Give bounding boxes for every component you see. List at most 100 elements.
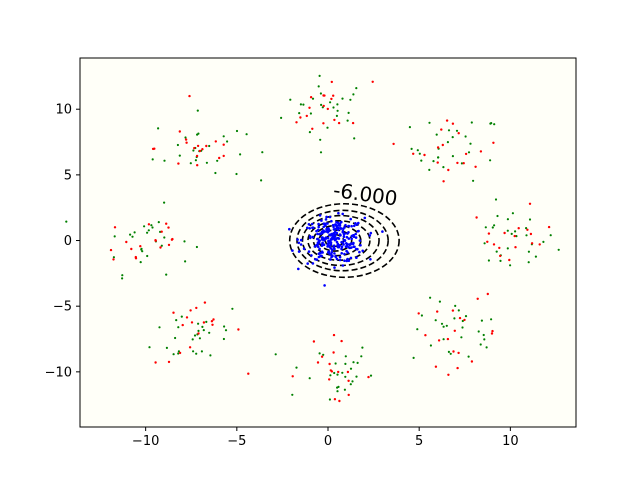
data-point [355, 87, 358, 90]
data-point [336, 103, 339, 106]
data-point [490, 332, 494, 335]
data-point [485, 346, 488, 349]
data-point [327, 229, 331, 232]
data-point [184, 136, 187, 139]
data-point [314, 258, 317, 261]
data-point [347, 237, 351, 240]
data-point [506, 229, 509, 232]
data-point [298, 112, 301, 115]
data-point [494, 198, 498, 201]
data-point [352, 93, 355, 96]
data-point [330, 219, 333, 223]
data-point [329, 101, 332, 104]
data-point [125, 240, 128, 244]
data-point [295, 121, 298, 124]
data-point [226, 140, 229, 143]
data-point [336, 109, 339, 112]
data-point [134, 257, 138, 260]
data-point [130, 247, 133, 251]
data-point [440, 128, 443, 131]
data-point [121, 274, 124, 277]
data-point [490, 122, 493, 125]
data-point [201, 325, 204, 328]
data-point [188, 94, 191, 98]
data-point [336, 228, 340, 232]
data-point [172, 311, 175, 314]
data-point [192, 149, 195, 152]
data-point [151, 147, 155, 151]
data-point [486, 240, 489, 243]
data-point [346, 232, 349, 235]
data-point [341, 97, 344, 100]
data-point [350, 224, 353, 228]
data-point [211, 323, 214, 326]
data-point [201, 148, 204, 151]
data-point [418, 152, 421, 155]
data-point [332, 235, 335, 239]
data-point [347, 259, 351, 263]
data-point [177, 350, 180, 353]
data-point [141, 250, 144, 253]
data-point [483, 338, 486, 341]
data-point [346, 119, 349, 122]
data-point [317, 252, 321, 256]
data-point [224, 329, 228, 332]
data-point [167, 360, 171, 364]
data-point [335, 240, 339, 244]
data-point [189, 162, 192, 165]
x-tick-label: 0 [324, 434, 332, 449]
data-point [321, 238, 324, 241]
data-point [527, 250, 531, 253]
data-point [434, 319, 437, 322]
data-point [467, 355, 470, 358]
data-point [121, 277, 124, 280]
data-point [511, 212, 514, 215]
data-point [319, 232, 322, 235]
data-point [197, 322, 200, 325]
data-point [190, 321, 194, 324]
data-point [349, 243, 352, 246]
data-point [437, 339, 441, 342]
data-point [178, 351, 182, 355]
data-point [434, 365, 438, 368]
data-point [325, 229, 329, 232]
data-point [319, 138, 322, 141]
data-point [157, 221, 160, 224]
data-point [139, 261, 142, 264]
data-point [340, 252, 344, 255]
data-point [446, 337, 450, 341]
data-point [133, 231, 136, 234]
data-point [352, 224, 356, 228]
data-point [371, 80, 374, 84]
data-point [417, 312, 420, 315]
data-point [143, 225, 146, 228]
data-point [154, 361, 157, 364]
data-point [197, 332, 200, 335]
data-point [542, 240, 545, 243]
data-point [165, 222, 168, 225]
data-point [339, 227, 343, 230]
data-point [176, 143, 179, 147]
data-point [508, 258, 511, 262]
data-point [289, 98, 292, 101]
data-point [369, 258, 372, 261]
data-point [308, 227, 312, 230]
data-point [147, 229, 150, 232]
data-point [368, 234, 372, 237]
y-tick-label: 10 [55, 103, 72, 118]
data-point [486, 292, 489, 296]
data-point [322, 122, 325, 125]
data-point [214, 140, 217, 143]
data-point [344, 375, 347, 378]
data-point [338, 399, 341, 403]
y-tick-label: 0 [64, 234, 72, 249]
data-point [338, 255, 342, 259]
data-point [442, 338, 445, 341]
data-point [412, 152, 415, 155]
data-point [327, 239, 330, 243]
data-point [350, 237, 354, 241]
data-point [318, 214, 322, 217]
data-point [347, 225, 350, 228]
data-point [178, 154, 181, 157]
